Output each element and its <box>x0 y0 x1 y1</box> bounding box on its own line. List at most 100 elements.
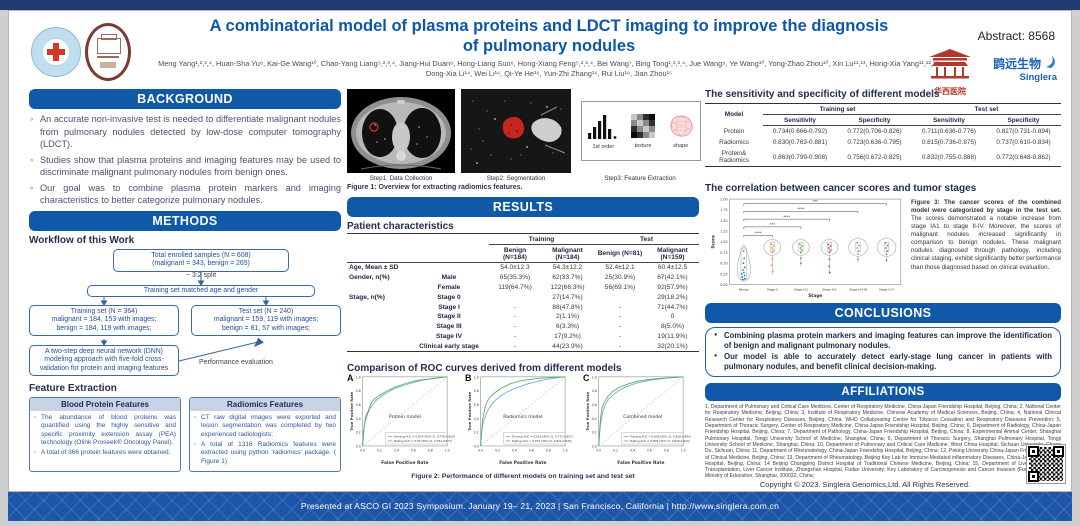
col-malignant-test: Malignant (N=159) <box>646 244 699 263</box>
tick-label: 0.50 <box>720 262 727 266</box>
table-cell: - <box>513 323 517 331</box>
list-item: Studies show that plasma proteins and im… <box>29 154 341 179</box>
table-cell: 0.711(0.636-0.776) <box>922 128 976 135</box>
correlation-title: The correlation between cancer scores an… <box>705 183 977 194</box>
table-row: Radiomics 0.830(0.763-0.881) 0.723(0.636-0… <box>705 137 1061 148</box>
tick-label: 1.25 <box>720 230 727 234</box>
tick-label: 0.0 <box>592 444 597 448</box>
test-set-group: Test set <box>912 103 1061 115</box>
empty-subheader <box>347 244 489 263</box>
authors-line: Meng Yang¹,²,³,⁴, Huan-Sha Yu⁸, Kai-Ge W… <box>158 59 940 78</box>
tick-label: 0.2 <box>495 449 500 453</box>
texture-label: texture <box>634 142 652 149</box>
tick-label: 0.0 <box>478 449 483 453</box>
table-cell: 122(66.3%) <box>550 283 585 291</box>
table-cell: 0.863(0.799-0.908) <box>772 153 828 161</box>
tick-label: 0.6 <box>647 449 652 453</box>
panel-letter: B <box>465 373 472 383</box>
shape-mesh-icon <box>670 115 693 137</box>
violin-x-ticks: Benign Stage 0 Stage IA1 Stage IA2 Stage IA3… <box>739 287 894 291</box>
table-cell: 0.756(0.672-0.825) <box>847 153 902 161</box>
table-cell: Clinical early stage <box>419 342 479 350</box>
table-cell: - <box>618 332 622 340</box>
feature-boxes-row: Blood Protein Features The abundance of … <box>29 397 341 472</box>
blood-protein-bullet-list: The abundance of blood proteins was quan… <box>30 411 180 463</box>
qr-finder <box>1028 446 1039 457</box>
table-row: Gender, n(%) Male 65(35.3%) 62(33.7%) 25(30.… <box>347 273 699 283</box>
training-set-group: Training set <box>763 103 912 115</box>
table-row: Protein 0.734(0.666-0.792) 0.772(0.706-0.8… <box>705 126 1061 138</box>
table-row: Stage II - 2(1.1%) - 0 <box>347 312 699 322</box>
figure3-caption: Figure 3: The cancer scores of the combi… <box>911 199 1061 272</box>
background-bullet-list: An accurate non-invasive test is needed … <box>29 113 341 210</box>
tick-label: 0.6 <box>474 403 479 407</box>
conclusions-bullet-list: Combining plasma protein markers and ima… <box>714 331 1052 372</box>
x-axis-label: False Positive Rate <box>617 460 664 466</box>
table-cell <box>347 302 409 312</box>
table-cell: - <box>513 332 517 340</box>
top-strip <box>0 0 1080 10</box>
shape-feature: shape <box>668 114 694 149</box>
table-cell: 8(5.0%) <box>660 323 685 331</box>
table-cell <box>347 283 409 293</box>
radiomics-features-box: Radiomics Features CT raw digital images… <box>189 397 341 472</box>
tick-label: Benign <box>739 287 749 291</box>
model-label: Radiomics model <box>503 414 542 420</box>
table-cell: 19(11.9%) <box>657 332 688 340</box>
list-item: A total of 366 protein features were obt… <box>34 449 176 458</box>
list-item: Our model is able to accurately detect e… <box>714 352 1052 372</box>
flow-dnn-box: A two-step deep neural network (DNN) mod… <box>29 345 179 377</box>
legend-training: Training AUC = 0.858 (95% CI, 0.818-0.89… <box>629 435 691 439</box>
patient-characteristics-table: Training Test Benign (N=184) Malignant (… <box>347 233 699 353</box>
flow-matched-box: Training set matched age and gender <box>87 285 315 298</box>
building-base <box>97 56 119 58</box>
sig-star-5: *** <box>813 199 818 203</box>
tick-label: Stage II-IV <box>879 287 894 291</box>
singlera-cn-text: 鹍远生物 <box>992 57 1041 71</box>
roc-chart-radiomics: Radiomics model Training AUC = 0.815 (95… <box>467 375 573 466</box>
tick-label: 0.8 <box>474 389 479 393</box>
col-benign-test: Benign (N=81) <box>594 244 646 263</box>
singlera-swoosh-icon <box>1046 56 1055 68</box>
list-item: CT raw digital images were exported and … <box>194 414 336 439</box>
tick-label: 0.4 <box>474 417 479 421</box>
table-cell: 67(42.1%) <box>657 274 688 282</box>
conclusions-section-banner: CONCLUSIONS <box>705 303 1061 323</box>
tick-label: 1.0 <box>563 449 568 453</box>
violin-x-axis-label: Stage <box>808 293 822 299</box>
hospital-logo-china-japan <box>31 27 81 77</box>
flow-total-samples-box: Total enrolled samples (N = 608) (malign… <box>113 249 289 272</box>
tick-label: 0.8 <box>546 449 551 453</box>
tick-label: 0.4 <box>394 449 399 453</box>
poster-title-line2: of pulmonary nodules <box>462 37 636 55</box>
table-cell: 0.772(0.648-0.862) <box>996 153 1051 161</box>
violin-benign <box>736 244 751 282</box>
tick-label: 0.4 <box>512 449 517 453</box>
table-cell: Radiomics <box>719 139 749 146</box>
figure3-caption-bold: Figure 3: The cancer scores of the combi… <box>911 199 1061 215</box>
singlera-logo: 鹍远生物 Singlera <box>981 55 1057 83</box>
tick-label: 1.0 <box>681 449 686 453</box>
table-cell: 44(23.9%) <box>552 342 583 350</box>
tick-label: 0.2 <box>356 431 361 435</box>
panel-letter: C <box>583 373 590 383</box>
first-order-label: 1st order <box>592 143 615 150</box>
patient-characteristics-title: Patient characteristics <box>347 221 454 232</box>
table-cell: 32(20.1%) <box>657 342 688 350</box>
y-tick-labels: 0.0 0.2 0.4 0.6 0.8 1.0 <box>474 375 479 448</box>
background-section-banner: BACKGROUND <box>29 89 341 109</box>
tick-label: 0.6 <box>529 449 534 453</box>
segmented-nodule <box>502 116 525 139</box>
list-item: The abundance of blood proteins was quan… <box>34 414 176 447</box>
table-cell <box>347 322 409 332</box>
tick-label: 0.6 <box>356 403 361 407</box>
model-column-header: Model <box>724 111 744 119</box>
flow-test-set-box: Test set (N = 240) malignant = 159, 119 … <box>191 305 341 337</box>
table-cell: 119(64.7%) <box>498 283 532 291</box>
figure3-caption-rest: The scores demonstrated a notable increa… <box>911 215 1061 271</box>
table-cell: - <box>618 342 622 350</box>
table-cell: 56(69.1%) <box>604 283 636 291</box>
tick-label: 0.8 <box>428 449 433 453</box>
tick-label: 1.0 <box>445 449 450 453</box>
